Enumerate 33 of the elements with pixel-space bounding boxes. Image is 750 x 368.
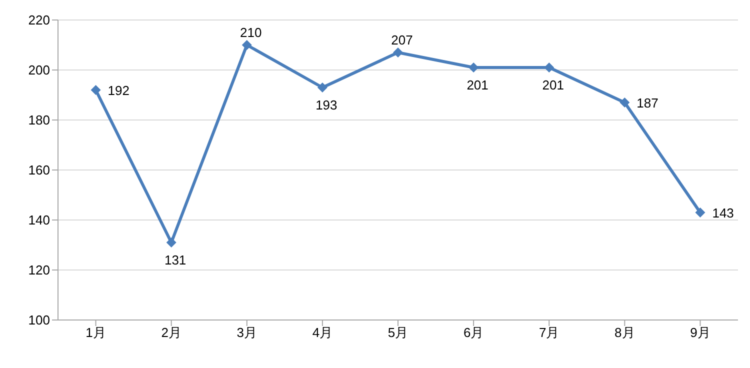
- data-label: 201: [466, 78, 488, 92]
- x-tick-label: 9月: [690, 325, 710, 340]
- y-tick-label: 100: [28, 312, 50, 328]
- x-tick-label: 1月: [86, 325, 106, 340]
- y-tick-label: 200: [28, 62, 50, 78]
- point: [90, 85, 101, 95]
- point: [393, 48, 403, 58]
- data-label: 131: [164, 252, 186, 268]
- x-tick-label: 6月: [463, 325, 484, 340]
- point: [317, 82, 328, 92]
- data-label: 192: [108, 83, 130, 98]
- x-tick-label: 3月: [236, 325, 258, 340]
- x-tick-label: 7月: [538, 325, 560, 340]
- x-tick-label: 2月: [161, 325, 182, 340]
- point: [242, 40, 252, 50]
- data-label: 143: [712, 206, 734, 220]
- y-tick-label: 180: [28, 112, 50, 128]
- data-label: 187: [636, 96, 658, 110]
- x-tick-label: 4月: [312, 325, 333, 340]
- point: [544, 62, 554, 72]
- point: [620, 98, 630, 108]
- data-label: 193: [316, 98, 338, 112]
- x-tick-label: 8月: [614, 325, 635, 340]
- data-label: 207: [391, 32, 413, 48]
- y-tick-label: 120: [28, 262, 50, 278]
- data-label: 201: [542, 78, 564, 92]
- data-label: 210: [240, 25, 262, 40]
- point: [695, 208, 706, 218]
- y-tick-label: 160: [28, 162, 50, 178]
- y-tick-label: 140: [28, 212, 50, 228]
- point: [166, 238, 176, 248]
- x-tick-label: 5月: [388, 325, 408, 340]
- y-tick-label: 220: [28, 12, 50, 28]
